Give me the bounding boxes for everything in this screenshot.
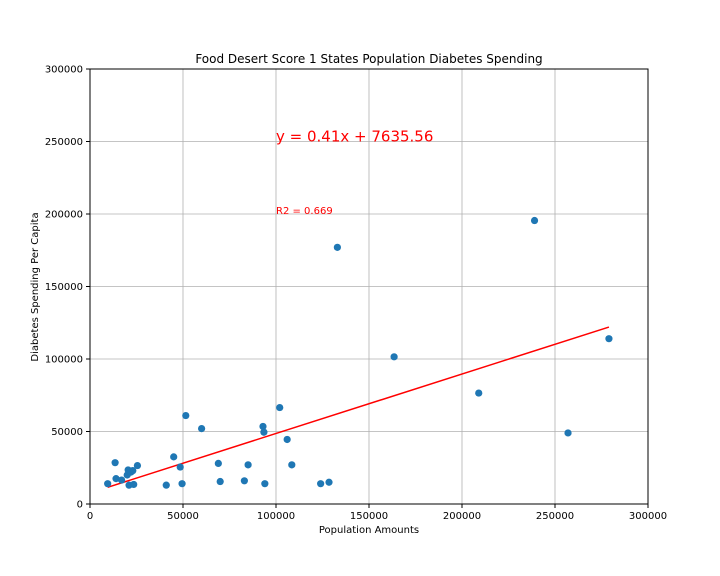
y-tick-label: 150000	[45, 282, 83, 293]
scatter-point	[240, 477, 248, 485]
scatter-point	[170, 453, 178, 461]
x-tick-label: 300000	[629, 511, 667, 522]
y-axis-ticks: 0 50000 100000 150000 200000 250000 300000	[45, 65, 90, 511]
scatter-point	[333, 243, 341, 251]
scatter-point	[390, 353, 398, 361]
regression-equation: y = 0.41x + 7635.56	[276, 128, 433, 146]
scatter-point	[162, 481, 170, 489]
r-squared-label: R2 = 0.669	[276, 206, 333, 217]
y-tick-label: 0	[77, 500, 83, 511]
data-points	[104, 216, 613, 489]
scatter-point	[244, 461, 252, 469]
scatter-point	[325, 478, 333, 486]
scatter-point	[530, 216, 539, 225]
x-tick-label: 200000	[443, 511, 481, 522]
scatter-point	[118, 476, 126, 484]
scatter-point	[317, 480, 325, 488]
scatter-point	[605, 335, 613, 343]
x-axis-ticks: 0 50000 100000 150000 200000 250000 300000	[87, 504, 667, 522]
x-tick-label: 0	[87, 511, 93, 522]
x-axis-label: Population Amounts	[319, 525, 419, 536]
scatter-point	[260, 428, 268, 436]
scatter-point	[130, 480, 138, 489]
scatter-point	[216, 477, 224, 486]
y-axis-label: Diabetes Spending Per Capita	[30, 212, 41, 361]
y-tick-label: 100000	[45, 355, 83, 366]
scatter-point	[214, 459, 222, 467]
scatter-point	[112, 475, 120, 483]
y-tick-label: 50000	[51, 427, 83, 438]
scatter-point	[182, 411, 190, 420]
scatter-point	[176, 463, 184, 471]
scatter-point	[111, 459, 119, 467]
scatter-point	[261, 480, 269, 488]
x-tick-label: 150000	[350, 511, 388, 522]
scatter-point	[198, 425, 206, 433]
scatter-point	[129, 467, 137, 475]
scatter-point	[276, 403, 284, 412]
scatter-point	[104, 480, 112, 488]
scatter-point	[288, 461, 296, 469]
y-tick-label: 300000	[45, 65, 83, 76]
x-tick-label: 100000	[257, 511, 295, 522]
scatter-point	[564, 429, 572, 437]
scatter-point	[178, 480, 186, 488]
y-tick-label: 250000	[45, 137, 83, 148]
regression-line	[107, 326, 610, 488]
regression-line-group	[107, 326, 610, 488]
scatter-point	[283, 435, 291, 444]
chart-title: Food Desert Score 1 States Population Di…	[195, 52, 542, 66]
scatter-point	[259, 422, 267, 431]
y-tick-label: 200000	[45, 210, 83, 221]
x-tick-label: 50000	[167, 511, 199, 522]
scatter-point	[475, 389, 483, 397]
scatter-point	[133, 461, 142, 470]
x-tick-label: 250000	[536, 511, 574, 522]
